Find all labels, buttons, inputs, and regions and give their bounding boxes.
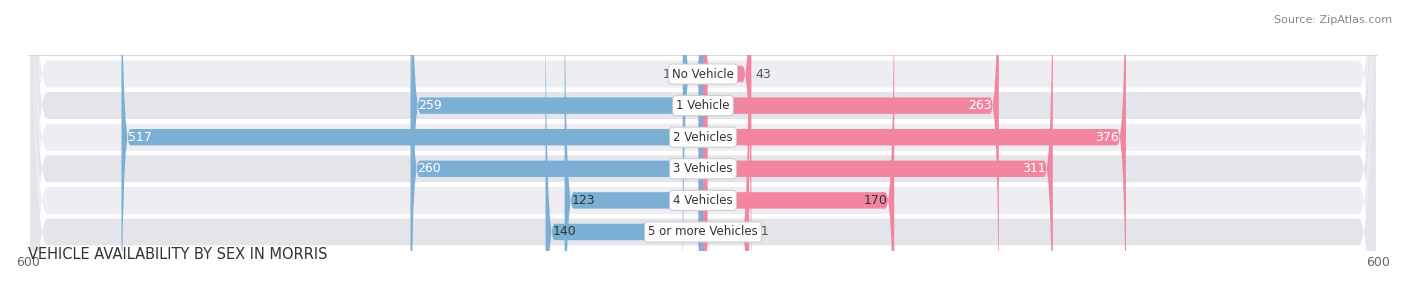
Text: 3 Vehicles: 3 Vehicles	[673, 162, 733, 175]
Text: No Vehicle: No Vehicle	[672, 68, 734, 80]
Text: 311: 311	[1022, 162, 1046, 175]
FancyBboxPatch shape	[565, 0, 703, 306]
FancyBboxPatch shape	[703, 0, 1053, 306]
Text: 5 or more Vehicles: 5 or more Vehicles	[648, 226, 758, 238]
Text: 43: 43	[756, 68, 772, 80]
FancyBboxPatch shape	[703, 0, 998, 306]
FancyBboxPatch shape	[546, 0, 703, 306]
FancyBboxPatch shape	[703, 0, 751, 306]
Text: 140: 140	[553, 226, 576, 238]
Text: 123: 123	[571, 194, 595, 207]
FancyBboxPatch shape	[31, 0, 1375, 306]
FancyBboxPatch shape	[31, 0, 1375, 306]
Text: 259: 259	[419, 99, 441, 112]
Text: 4 Vehicles: 4 Vehicles	[673, 194, 733, 207]
Text: 1 Vehicle: 1 Vehicle	[676, 99, 730, 112]
FancyBboxPatch shape	[703, 0, 1126, 306]
Text: 517: 517	[128, 131, 152, 144]
Text: 18: 18	[662, 68, 678, 80]
Text: 263: 263	[969, 99, 993, 112]
Text: 260: 260	[418, 162, 441, 175]
Text: 170: 170	[863, 194, 887, 207]
Text: VEHICLE AVAILABILITY BY SEX IN MORRIS: VEHICLE AVAILABILITY BY SEX IN MORRIS	[28, 247, 328, 262]
FancyBboxPatch shape	[683, 0, 703, 306]
Legend: Male, Female: Male, Female	[636, 304, 770, 306]
FancyBboxPatch shape	[121, 0, 703, 306]
FancyBboxPatch shape	[31, 0, 1375, 306]
FancyBboxPatch shape	[412, 0, 703, 306]
FancyBboxPatch shape	[31, 0, 1375, 306]
FancyBboxPatch shape	[31, 0, 1375, 306]
FancyBboxPatch shape	[703, 0, 749, 306]
Text: Source: ZipAtlas.com: Source: ZipAtlas.com	[1274, 15, 1392, 25]
FancyBboxPatch shape	[411, 0, 703, 306]
Text: 41: 41	[754, 226, 769, 238]
Text: 376: 376	[1095, 131, 1119, 144]
FancyBboxPatch shape	[703, 0, 894, 306]
FancyBboxPatch shape	[31, 0, 1375, 306]
Text: 2 Vehicles: 2 Vehicles	[673, 131, 733, 144]
